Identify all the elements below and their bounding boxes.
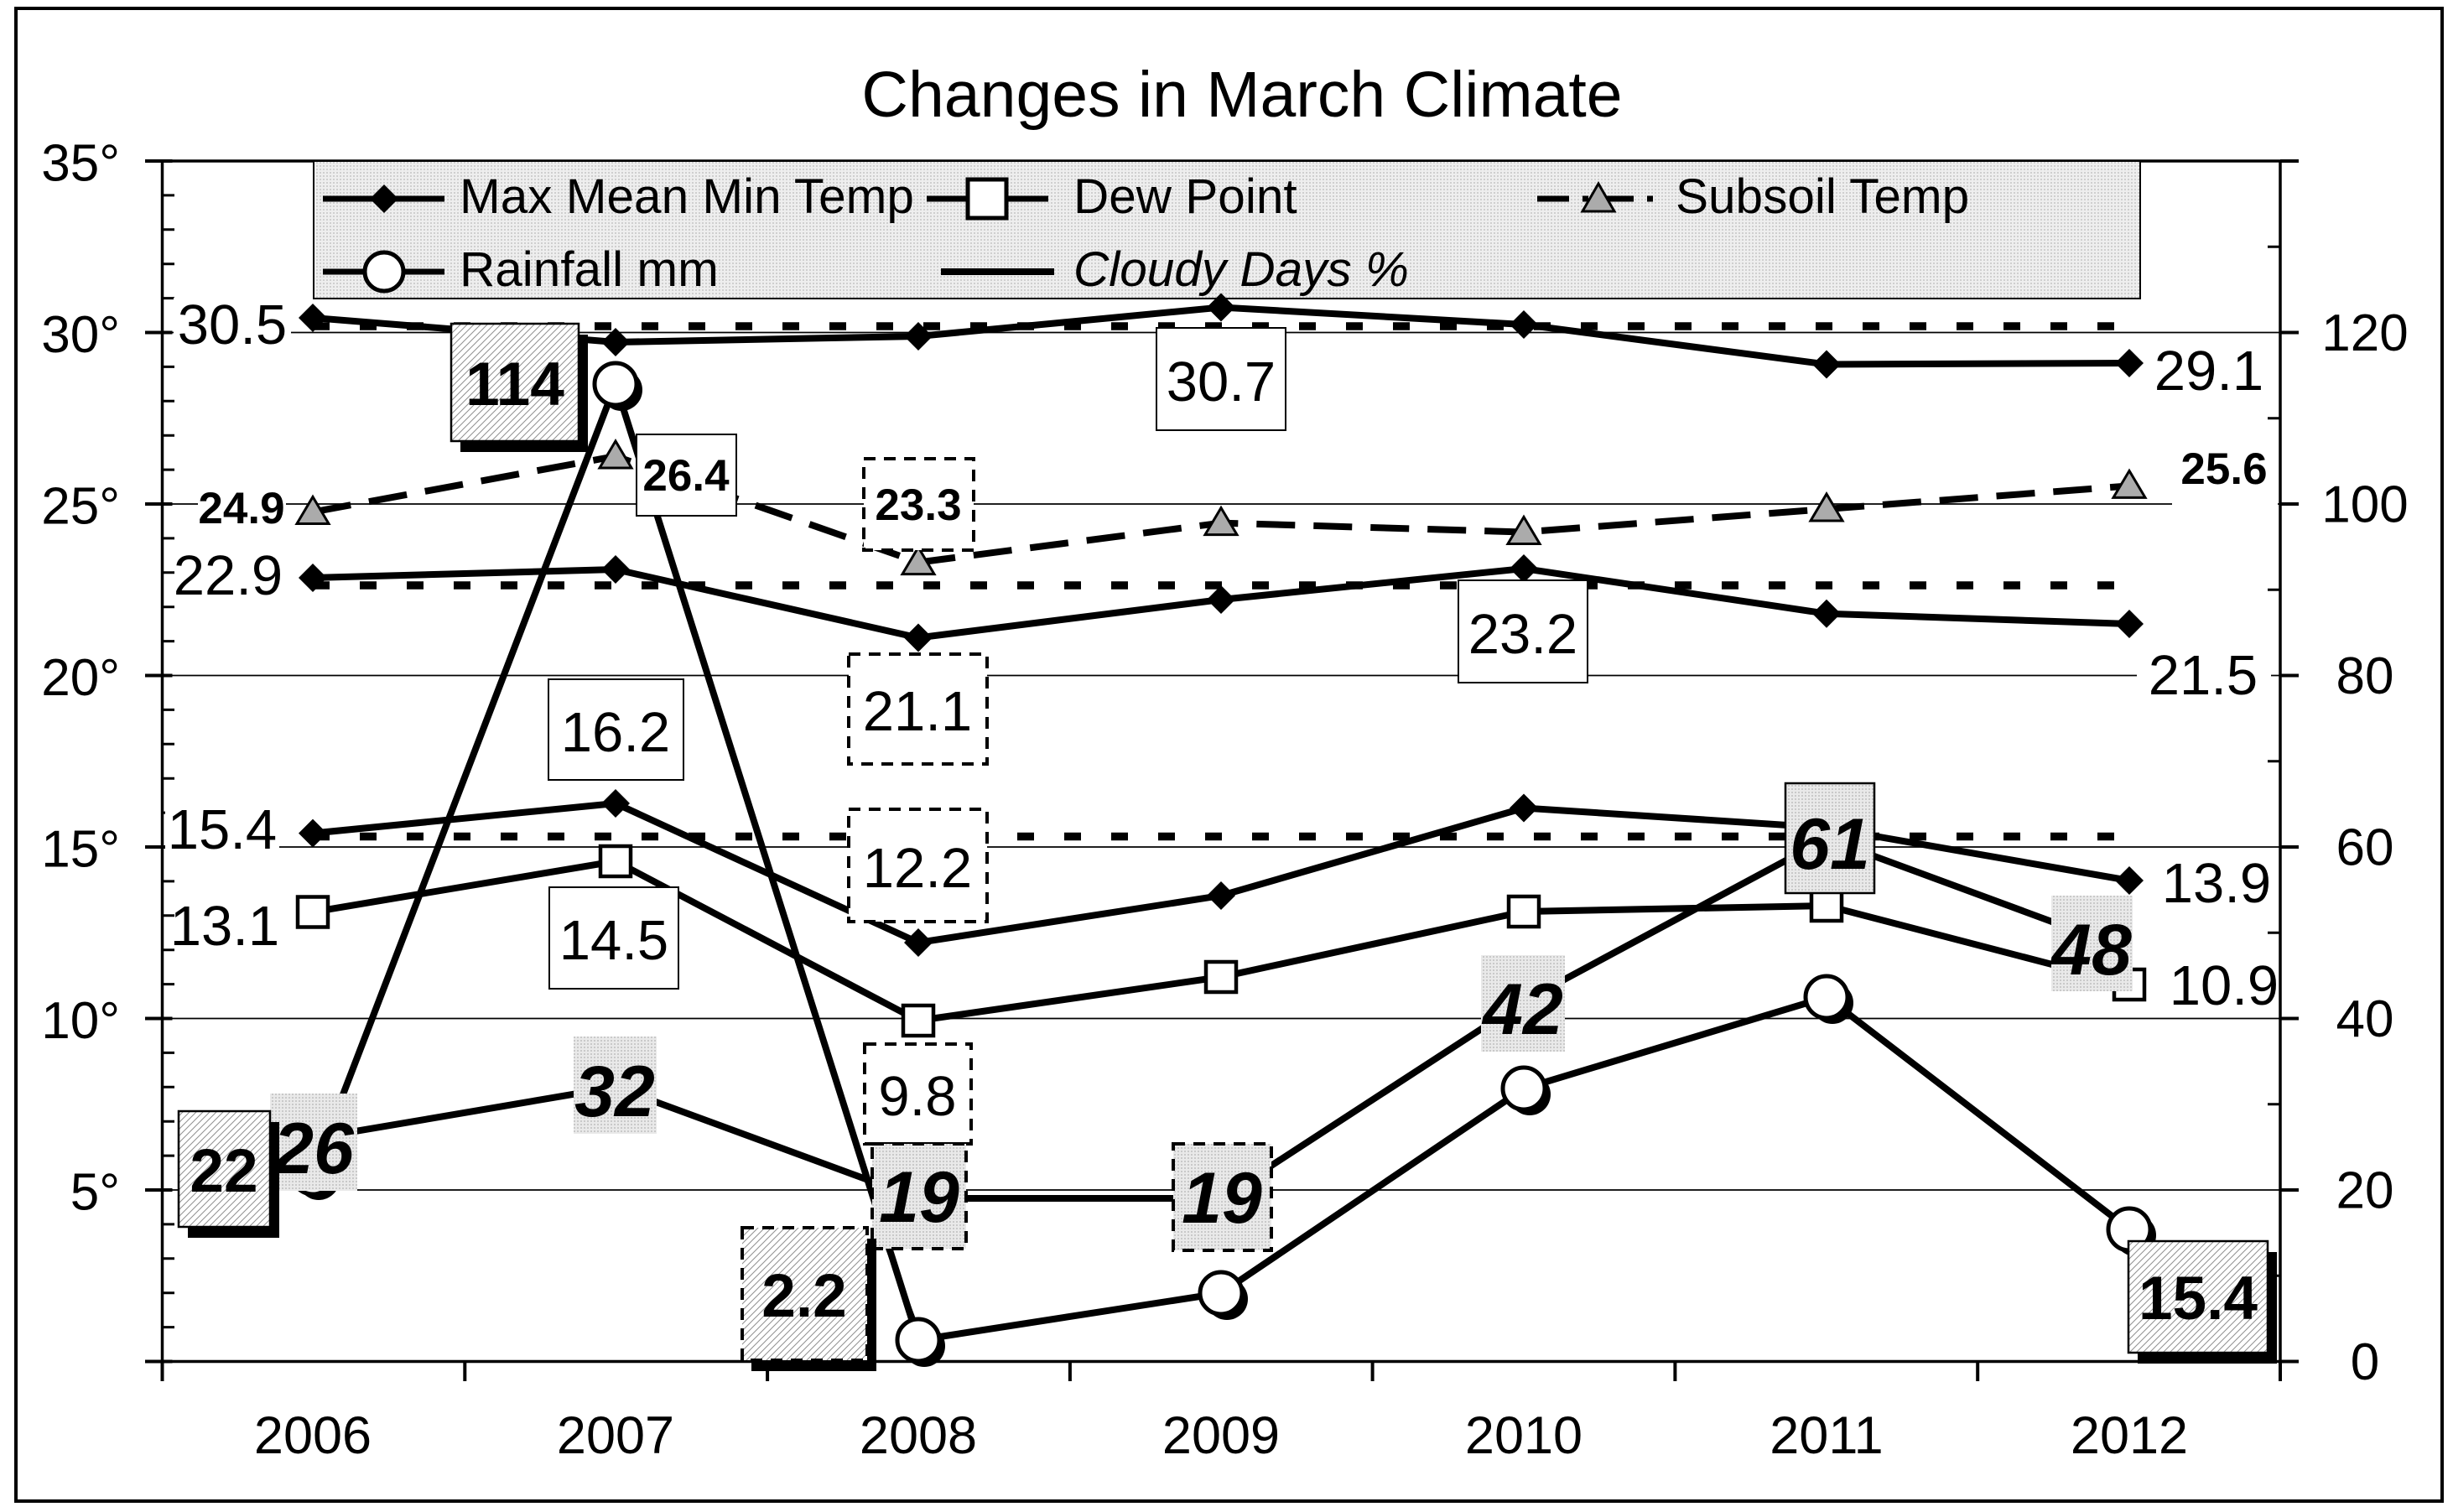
svg-text:2008: 2008 — [860, 1406, 977, 1465]
svg-text:22: 22 — [190, 1137, 257, 1205]
svg-text:2012: 2012 — [2071, 1406, 2188, 1465]
svg-text:5°: 5° — [70, 1164, 120, 1222]
svg-text:Cloudy Days %: Cloudy Days % — [1073, 242, 1409, 297]
svg-text:14.5: 14.5 — [559, 909, 668, 972]
svg-text:10°: 10° — [41, 992, 120, 1050]
svg-text:0: 0 — [2351, 1333, 2379, 1391]
svg-text:16.2: 16.2 — [561, 701, 670, 764]
svg-text:15°: 15° — [41, 821, 120, 879]
svg-text:Dew Point: Dew Point — [1073, 169, 1297, 224]
svg-text:2010: 2010 — [1465, 1406, 1582, 1465]
svg-text:2006: 2006 — [254, 1406, 372, 1465]
svg-text:15.4: 15.4 — [2139, 1265, 2258, 1333]
svg-text:120: 120 — [2321, 304, 2408, 362]
svg-text:30.5: 30.5 — [178, 294, 287, 356]
svg-text:25.6: 25.6 — [2180, 444, 2267, 494]
svg-text:30.7: 30.7 — [1167, 351, 1276, 413]
svg-text:100: 100 — [2321, 476, 2408, 534]
svg-text:20°: 20° — [41, 649, 120, 707]
svg-text:60: 60 — [2336, 819, 2394, 877]
svg-text:42: 42 — [1481, 969, 1563, 1050]
svg-text:32: 32 — [574, 1052, 655, 1132]
svg-text:2011: 2011 — [1770, 1406, 1883, 1465]
svg-text:21.5: 21.5 — [2149, 644, 2258, 707]
svg-text:30°: 30° — [41, 306, 120, 364]
svg-text:15.4: 15.4 — [168, 798, 277, 861]
svg-text:Changes in March Climate: Changes in March Climate — [861, 59, 1622, 131]
svg-text:114: 114 — [465, 351, 564, 418]
svg-text:61: 61 — [1790, 804, 1870, 885]
svg-text:2007: 2007 — [557, 1406, 674, 1465]
svg-text:22.9: 22.9 — [174, 544, 283, 607]
svg-text:26.4: 26.4 — [642, 451, 730, 501]
svg-text:Max Mean Min Temp: Max Mean Min Temp — [460, 169, 914, 224]
svg-text:24.9: 24.9 — [198, 484, 284, 533]
svg-text:9.8: 9.8 — [878, 1065, 956, 1128]
svg-text:20: 20 — [2336, 1162, 2394, 1220]
svg-text:23.3: 23.3 — [875, 481, 961, 530]
svg-text:2.2: 2.2 — [761, 1262, 846, 1330]
svg-text:2009: 2009 — [1162, 1406, 1280, 1465]
svg-text:12.2: 12.2 — [863, 837, 972, 900]
svg-text:25°: 25° — [41, 478, 120, 536]
svg-text:13.9: 13.9 — [2162, 852, 2271, 915]
svg-text:29.1: 29.1 — [2154, 340, 2263, 403]
svg-text:40: 40 — [2336, 990, 2394, 1048]
svg-text:21.1: 21.1 — [863, 680, 972, 743]
svg-text:Subsoil Temp: Subsoil Temp — [1676, 169, 1969, 224]
svg-text:Rainfall mm: Rainfall mm — [460, 242, 719, 297]
svg-text:23.2: 23.2 — [1468, 603, 1577, 666]
svg-text:10.9: 10.9 — [2170, 954, 2279, 1017]
svg-text:19: 19 — [1182, 1158, 1262, 1239]
svg-text:35°: 35° — [41, 135, 120, 193]
svg-text:80: 80 — [2336, 647, 2394, 705]
svg-text:48: 48 — [2050, 910, 2132, 990]
svg-text:19: 19 — [879, 1157, 959, 1238]
svg-text:13.1: 13.1 — [170, 895, 279, 958]
svg-text:26: 26 — [272, 1109, 355, 1189]
